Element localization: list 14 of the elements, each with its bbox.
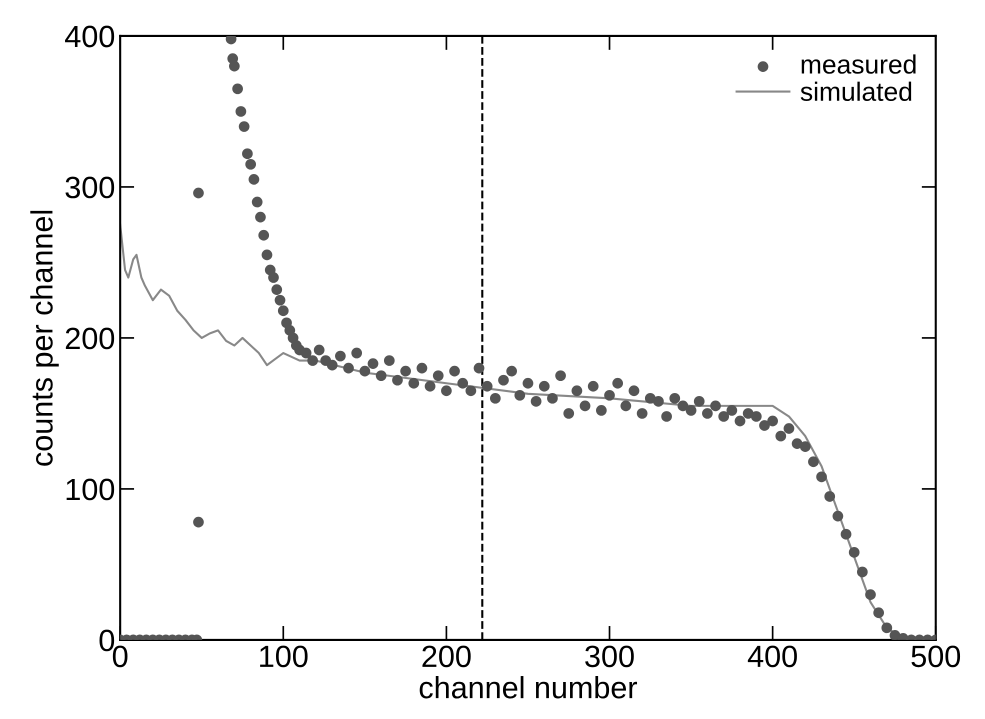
x-tick-label: 200 [422, 646, 471, 668]
y-tick-label: 200 [66, 328, 114, 350]
y-tick-label: 400 [65, 26, 114, 48]
x-tick-label: 100 [260, 646, 308, 668]
y-tick-label: 100 [66, 478, 114, 500]
x-axis-title: channel number [420, 676, 638, 698]
legend-label: measured [802, 54, 916, 74]
y-tick-label: 0 [100, 630, 114, 652]
x-tick-label: 300 [585, 646, 634, 668]
y-axis-title: counts per channel [30, 210, 59, 466]
x-tick-label: 400 [748, 646, 797, 668]
x-tick-label: 500 [911, 646, 960, 668]
y-tick-label: 300 [66, 176, 114, 198]
legend-label: simulated [800, 82, 912, 102]
